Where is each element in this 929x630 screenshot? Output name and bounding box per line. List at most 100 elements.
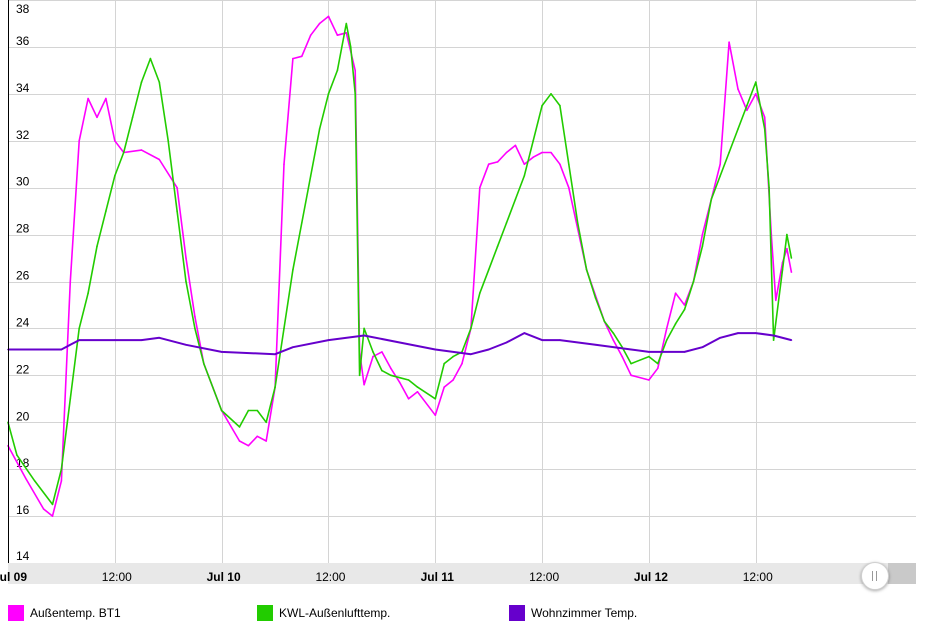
data-point [158,337,161,339]
y-tick-label: 26 [16,269,30,283]
data-point [327,339,330,341]
data-point [372,355,374,358]
data-point [149,57,152,60]
data-point [559,339,561,341]
data-point [372,351,374,353]
data-point [390,367,392,370]
data-point [701,346,704,349]
y-tick-label: 38 [16,2,30,16]
data-point [719,337,721,339]
data-point [407,398,410,400]
data-point [755,332,757,334]
x-tick-label: 12:00 [315,570,345,584]
data-point [185,257,187,259]
grip-line [876,571,877,581]
data-point [434,414,437,417]
data-point [60,480,63,482]
data-point [122,151,125,154]
data-point [42,508,45,510]
data-point [60,468,63,471]
data-point [158,81,161,83]
data-point [398,341,401,344]
data-point [114,339,116,341]
data-point [265,440,268,442]
data-point [648,379,650,381]
data-point [114,140,116,142]
data-point [648,355,650,358]
data-point [78,339,80,341]
series-layer [7,15,793,517]
data-point [247,409,250,412]
x-axis-ticks: Jul 09 12:00 Jul 10 12:00 Jul 11 12:00 Jul 12 1… [0,570,773,584]
data-point [51,503,54,506]
x-axis-background [8,563,916,584]
data-point [283,163,285,165]
data-point [532,140,534,142]
data-point [140,149,143,151]
data-point [434,398,437,400]
legend-swatch [8,605,24,621]
x-tick-label: Jul 10 [207,570,241,584]
data-point [25,477,27,480]
data-point [96,116,98,119]
data-point [363,334,365,337]
data-point [674,322,677,325]
x-tick-label: Jul 11 [421,570,455,584]
data-point [541,151,543,154]
data-point [523,175,526,177]
data-point [559,104,561,107]
data-point [692,280,695,283]
data-point [523,332,526,334]
data-point [398,381,401,384]
data-point [790,271,793,273]
data-point [390,374,392,377]
x-tick-label: 12:00 [743,570,773,584]
data-point [407,379,410,381]
legend-item-aussentemp[interactable]: Außentemp. BT1 [8,605,121,621]
data-point [523,163,526,165]
data-point [683,304,686,306]
data-point [763,116,766,119]
data-point [309,175,312,177]
data-point [621,355,623,358]
data-point [505,222,508,224]
data-point [318,128,321,130]
data-point [274,353,276,356]
data-point [576,222,579,224]
data-point [51,515,54,517]
data-point [630,348,632,351]
data-point [568,163,570,165]
data-point [648,351,650,353]
data-point [309,34,312,36]
data-point [630,362,632,365]
data-point [479,186,481,189]
data-point [194,327,196,330]
data-point [772,339,775,341]
data-point [550,93,552,95]
legend-item-wohnzimmer[interactable]: Wohnzimmer Temp. [509,605,637,621]
data-point [781,269,784,271]
data-point [354,69,357,72]
data-point [381,351,383,353]
data-point [541,104,543,107]
data-point [78,327,80,330]
data-point [16,454,18,456]
data-point [416,386,419,388]
y-tick-label: 36 [16,34,30,48]
scroll-handle[interactable] [861,562,889,590]
data-point [87,97,89,100]
y-tick-label: 24 [16,315,30,329]
data-point [33,480,36,482]
data-point [470,327,472,330]
data-point [176,186,178,189]
data-point [763,128,766,130]
legend-item-kwl-aussenluft[interactable]: KWL-Außenlufttemp. [257,605,390,621]
legend-label: Wohnzimmer Temp. [531,606,638,620]
y-tick-label: 30 [16,175,30,189]
data-point [719,163,721,165]
data-point [505,151,508,154]
data-point [746,104,748,107]
data-point [755,93,757,95]
scroll-track-end[interactable] [888,563,916,584]
